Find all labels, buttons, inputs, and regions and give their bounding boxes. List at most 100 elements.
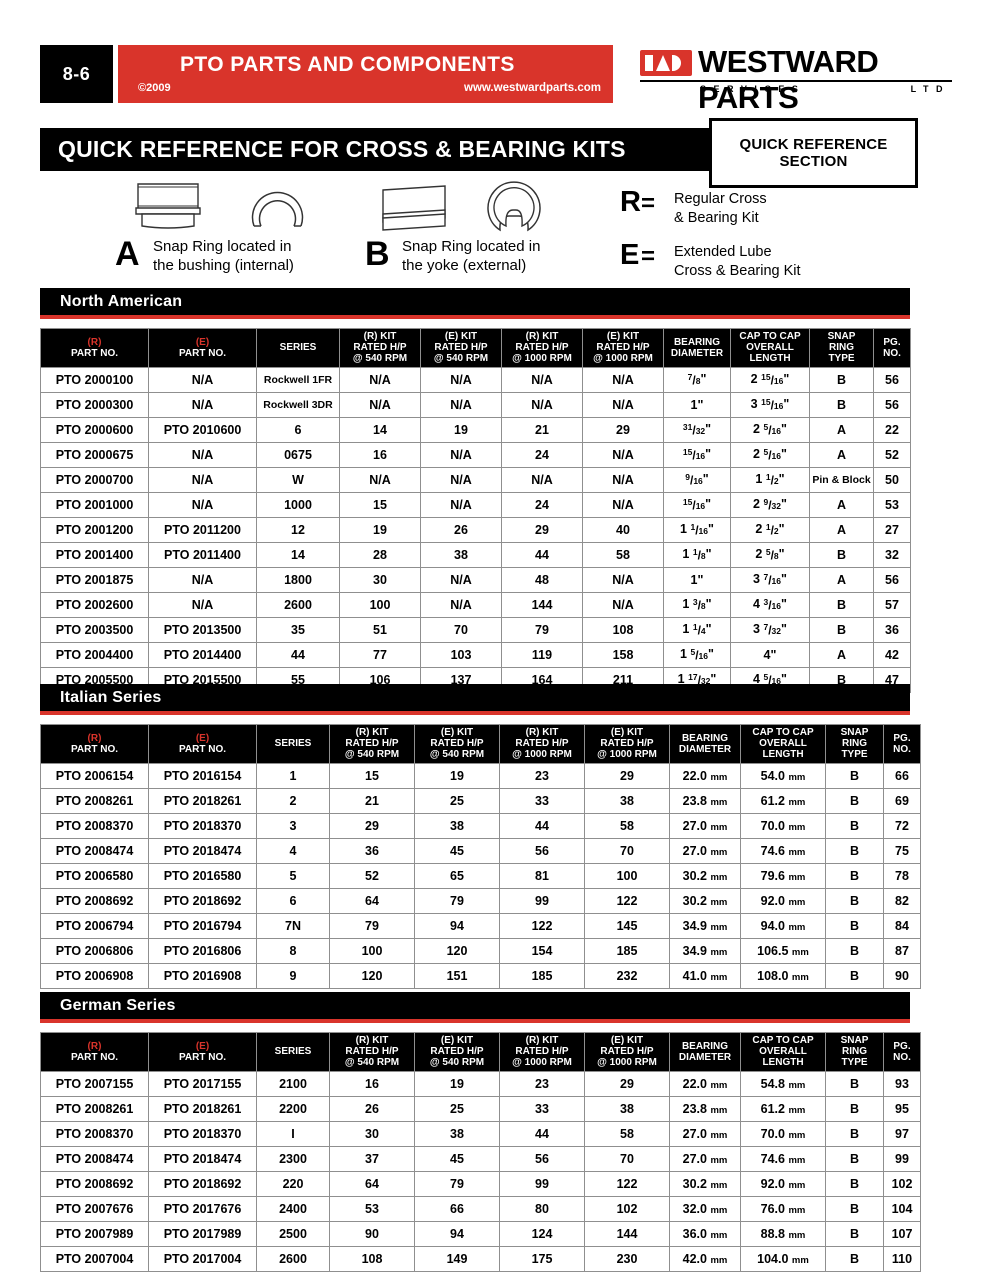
cell-r4-c9: Pin & Block [809,466,874,493]
table-row[interactable]: PTO 2008692 PTO 2018692 220 64 79 99 122 30.2 m… [40,1170,921,1197]
cell-r7-c6: 230 [584,1245,670,1272]
cell-r6-c2: 7N [256,912,330,939]
table-row[interactable]: PTO 2006794 PTO 2016794 7N 79 94 122 145 34.9 m… [40,912,921,939]
iap-logo-icon [640,50,692,76]
table-row[interactable]: PTO 2007155 PTO 2017155 2100 16 19 23 29 22.0 m… [40,1070,921,1097]
cell-r4-c9: B [825,862,884,889]
header-title: PTO PARTS AND COMPONENTS [180,53,515,76]
cell-r3-c3: 16 [339,441,421,468]
cell-r2-c3: 30 [329,1120,415,1147]
cell-r6-c9: B [825,1220,884,1247]
cell-r6-c8: 88.8 mm [740,1220,826,1247]
cell-r4-c9: B [825,1170,884,1197]
table-row[interactable]: PTO 2000675 N/A 0675 16 N/A 24 N/A 15/16" 2 5/16… [40,441,911,468]
yoke-block-illustration [382,185,446,231]
table-row[interactable]: PTO 2008261 PTO 2018261 2 21 25 33 38 23.8 mm 61… [40,787,921,814]
cell-r7-c3: 100 [329,937,415,964]
brand-logo: WESTWARD PARTS SERVICES LTD [640,44,952,115]
table-row[interactable]: PTO 2001875 N/A 1800 30 N/A 48 N/A 1" 3 7/16" A 56 [40,566,911,593]
table-row[interactable]: PTO 2002600 N/A 2600 100 N/A 144 N/A 1 3/8" 4 3/… [40,591,911,618]
table-row[interactable]: PTO 2008474 PTO 2018474 4 36 45 56 70 27.0 mm 74… [40,837,921,864]
cell-r3-c9: A [809,441,874,468]
cell-r1-c8: 61.2 mm [740,787,826,814]
cell-r5-c0: PTO 2008692 [40,887,149,914]
cell-r8-c9: B [825,962,884,989]
table-north-american: (R) PART NO. (E) PART NO. SERIES (R) KIT RATED… [40,328,911,693]
table-row[interactable]: PTO 2001000 N/A 1000 15 N/A 24 N/A 15/16" 2 9/32… [40,491,911,518]
table-row[interactable]: PTO 2006154 PTO 2016154 1 15 19 23 29 22.0 mm 54… [40,762,921,789]
cell-r0-c6: 29 [584,1070,670,1097]
cell-r8-c5: 185 [499,962,585,989]
cell-r9-c10: 57 [873,591,911,618]
column-header-9: SNAP RING TYPE [809,328,874,368]
cell-r0-c8: 2 15/16" [730,366,810,393]
table-row[interactable]: PTO 2001200 PTO 2011200 12 19 26 29 40 1 1/16" 2… [40,516,911,543]
cell-r11-c10: 42 [873,641,911,668]
table-row[interactable]: PTO 2008474 PTO 2018474 2300 37 45 56 70 27.0 m… [40,1145,921,1172]
cell-r3-c10: 99 [883,1145,921,1172]
external-snap-ring-illustration [487,181,541,232]
cell-r1-c6: 38 [584,787,670,814]
table-row[interactable]: PTO 2006580 PTO 2016580 5 52 65 81 100 30.2 mm 7… [40,862,921,889]
cell-r6-c9: B [825,912,884,939]
cell-r5-c10: 82 [883,887,921,914]
column-header-8: CAP TO CAP OVERALL LENGTH [740,724,826,764]
cell-r1-c1: N/A [148,391,257,418]
cell-r7-c4: 120 [414,937,500,964]
cell-r9-c8: 4 3/16" [730,591,810,618]
cell-r5-c5: 99 [499,887,585,914]
table-body: PTO 2006154 PTO 2016154 1 15 19 23 29 22.0 mm 54… [40,762,921,989]
table-row[interactable]: PTO 2008692 PTO 2018692 6 64 79 99 122 30.2 mm 9… [40,887,921,914]
cell-r7-c1: PTO 2017004 [148,1245,257,1272]
cell-r9-c4: N/A [420,591,502,618]
cell-r1-c4: N/A [420,391,502,418]
table-row[interactable]: PTO 2006908 PTO 2016908 9 120 151 185 232 41.0 … [40,962,921,989]
table-row[interactable]: PTO 2008370 PTO 2018370 3 29 38 44 58 27.0 mm 70… [40,812,921,839]
table-row[interactable]: PTO 2000600 PTO 2010600 6 14 19 21 29 31/32" 2 5… [40,416,911,443]
table-row[interactable]: PTO 2001400 PTO 2011400 14 28 38 44 58 1 1/8" 2 … [40,541,911,568]
cell-r8-c8: 108.0 mm [740,962,826,989]
cell-r7-c10: 87 [883,937,921,964]
cell-r1-c0: PTO 2000300 [40,391,149,418]
table-header-row: (R) PART NO. (E) PART NO. SERIES (R) KIT RATED… [40,328,911,368]
cell-r6-c0: PTO 2007989 [40,1220,149,1247]
cell-r9-c9: B [809,591,874,618]
cell-r4-c10: 102 [883,1170,921,1197]
cell-r2-c0: PTO 2008370 [40,812,149,839]
cell-r4-c6: 122 [584,1170,670,1197]
cell-r0-c6: N/A [582,366,664,393]
cell-r2-c1: PTO 2010600 [148,416,257,443]
table-row[interactable]: PTO 2003500 PTO 2013500 35 51 70 79 108 1 1/4" 3… [40,616,911,643]
column-header-7: BEARING DIAMETER [669,1032,741,1072]
brand-name: WESTWARD PARTS [698,44,879,115]
table-row[interactable]: PTO 2000100 N/A Rockwell 1FR N/A N/A N/A N/A 7/… [40,366,911,393]
table-row[interactable]: PTO 2000700 N/A W N/A N/A N/A N/A 9/16" 1 1/2" Pi… [40,466,911,493]
column-header-9: SNAP RING TYPE [825,1032,884,1072]
column-header-5: (R) KIT RATED H/P @ 1000 RPM [499,724,585,764]
table-row[interactable]: PTO 2007989 PTO 2017989 2500 90 94 124 144 36.0… [40,1220,921,1247]
cell-r7-c2: 2600 [256,1245,330,1272]
table-row[interactable]: PTO 2008261 PTO 2018261 2200 26 25 33 38 23.8 m… [40,1095,921,1122]
cell-r1-c5: 33 [499,1095,585,1122]
column-header-10: PG. NO. [883,1032,921,1072]
cell-r4-c7: 30.2 mm [669,1170,741,1197]
cell-r3-c9: B [825,1145,884,1172]
cell-r6-c4: 94 [414,1220,500,1247]
bushing-cup-illustration [135,183,201,229]
cell-r0-c10: 66 [883,762,921,789]
cell-r3-c7: 27.0 mm [669,837,741,864]
cell-r10-c2: 35 [256,616,340,643]
table-row[interactable]: PTO 2000300 N/A Rockwell 3DR N/A N/A N/A N/A 1"… [40,391,911,418]
cell-r7-c0: PTO 2001400 [40,541,149,568]
legend-a-line2: the bushing (internal) [153,256,294,274]
cell-r7-c0: PTO 2006806 [40,937,149,964]
table-row[interactable]: PTO 2008370 PTO 2018370 I 30 38 44 58 27.0 mm 70… [40,1120,921,1147]
table-row[interactable]: PTO 2007004 PTO 2017004 2600 108 149 175 230 42… [40,1245,921,1272]
legend-e-letter: E [620,239,640,271]
legend-b-text: Snap Ring located in the yoke (external) [402,238,540,276]
table-row[interactable]: PTO 2007676 PTO 2017676 2400 53 66 80 102 32.0 … [40,1195,921,1222]
cell-r6-c5: 29 [501,516,583,543]
table-row[interactable]: PTO 2006806 PTO 2016806 8 100 120 154 185 34.9 … [40,937,921,964]
cell-r0-c0: PTO 2000100 [40,366,149,393]
table-row[interactable]: PTO 2004400 PTO 2014400 44 77 103 119 158 1 5/1… [40,641,911,668]
